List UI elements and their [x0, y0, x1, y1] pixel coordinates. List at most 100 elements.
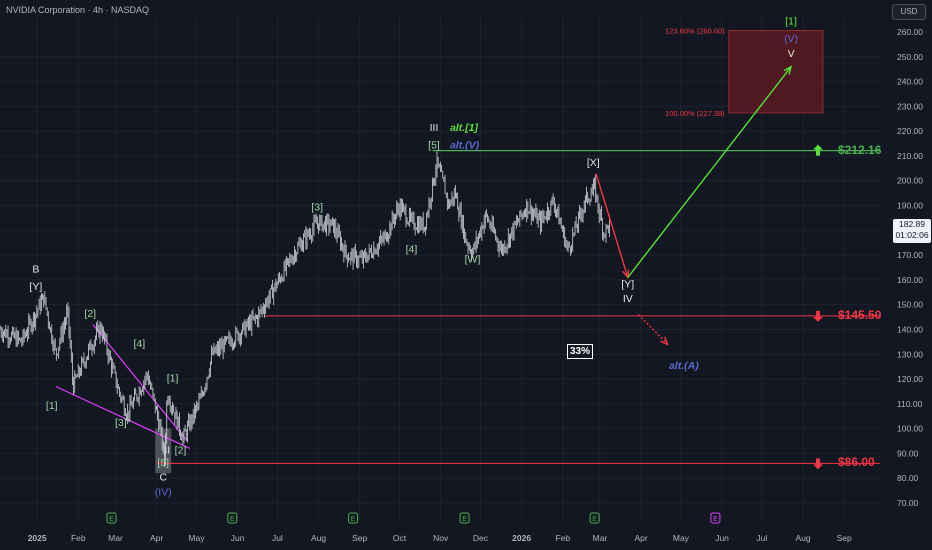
x-tick-label: Aug — [311, 533, 326, 543]
level-label-145: $145.50 — [838, 307, 882, 322]
x-tick-label: Jul — [272, 533, 283, 543]
wave-label: alt.(V) — [450, 140, 480, 152]
fib-labels: 123.60% (260.60) 100.00% (227.38) — [665, 27, 725, 118]
projection-line — [627, 66, 792, 278]
wedge-lines — [55, 324, 191, 450]
y-tick-label: 100.00 — [897, 424, 923, 434]
wave-label: [Y] — [29, 281, 42, 293]
wave-label: [4] — [134, 338, 146, 350]
projection-arrowhead — [783, 65, 793, 75]
last-price-value: 182.89 — [899, 219, 925, 229]
x-tick-label: Feb — [555, 533, 570, 543]
y-tick-label: 160.00 — [897, 275, 923, 285]
y-axis-panel — [882, 0, 932, 550]
y-tick-label: 80.00 — [897, 473, 919, 483]
wave-label: [5] — [428, 140, 440, 152]
x-tick-label: Mar — [108, 533, 123, 543]
chart-title: NVIDIA Corporation · 4h · NASDAQ — [6, 5, 150, 15]
x-axis: 2025 Feb Mar Apr May Jun Jul Aug Sep Oct Nov Dec 202… — [28, 533, 852, 543]
wave-label: II — [164, 444, 170, 456]
y-tick-label: 120.00 — [897, 374, 923, 384]
earnings-marker-text: E — [713, 516, 718, 523]
earnings-marker-box — [348, 512, 359, 524]
zone-boxes — [155, 30, 824, 474]
x-tick-label: May — [673, 533, 690, 543]
projection-line — [637, 314, 669, 345]
wave-label: [1] — [46, 400, 58, 412]
x-tick-label: Sep — [837, 533, 852, 543]
y-tick-label: 250.00 — [897, 52, 923, 62]
wave-label: (V) — [784, 33, 798, 45]
earnings-marker-text: E — [109, 516, 114, 523]
earnings-marker-text: E — [592, 516, 597, 523]
wave-label: IV — [623, 293, 633, 305]
wave-label: [1] — [167, 373, 179, 385]
wave-label: [1] — [785, 16, 797, 28]
x-tick-label: Jul — [756, 533, 767, 543]
earnings-marker-box — [589, 512, 600, 524]
currency-button[interactable]: USD — [892, 4, 926, 20]
earnings-marker-box — [710, 512, 721, 524]
x-tick-label: May — [188, 533, 205, 543]
wave-label: III — [430, 122, 439, 134]
wedge-line — [55, 385, 191, 450]
earnings-marker-box — [459, 512, 470, 524]
wave-label: [Y] — [621, 278, 634, 290]
wave-label: [4] — [406, 244, 418, 256]
y-tick-label: 140.00 — [897, 324, 923, 334]
earnings-marker-box — [106, 512, 117, 524]
y-tick-label: 230.00 — [897, 101, 923, 111]
wave-label: C — [159, 472, 167, 484]
x-tick-label: Aug — [795, 533, 810, 543]
earnings-marker-text: E — [351, 516, 356, 523]
earnings-marker-text: E — [462, 516, 467, 523]
y-tick-label: 260.00 — [897, 27, 923, 37]
level-label-86: $86.00 — [838, 455, 875, 470]
x-tick-label: 2025 — [28, 533, 47, 543]
x-tick-label: Nov — [433, 533, 449, 543]
x-tick-label: Jun — [231, 533, 245, 543]
x-tick-label: Dec — [473, 533, 489, 543]
projection-line — [595, 173, 629, 278]
x-tick-label: Mar — [593, 533, 608, 543]
y-tick-label: 110.00 — [897, 399, 923, 409]
x-tick-label: Sep — [352, 533, 367, 543]
wave-label: V — [788, 48, 795, 60]
wedge-line — [92, 324, 188, 442]
level-label-212: $212.16 — [838, 142, 882, 157]
level-arrow-icon — [813, 310, 823, 322]
y-tick-label: 220.00 — [897, 126, 923, 136]
wave-label: [3] — [311, 201, 323, 213]
probability-badge: 33% — [567, 344, 594, 359]
wave-label: [5] — [157, 457, 169, 469]
fib-top-label: 123.60% (260.60) — [665, 27, 725, 36]
x-tick-label: 2026 — [512, 533, 531, 543]
level-lines — [156, 149, 880, 464]
wave-label: [X] — [587, 157, 600, 169]
y-tick-label: 190.00 — [897, 201, 923, 211]
x-tick-label: Apr — [634, 533, 647, 543]
x-tick-label: Feb — [71, 533, 86, 543]
y-tick-label: 210.00 — [897, 151, 923, 161]
fib-bottom-label: 100.00% (227.38) — [665, 109, 725, 118]
wave-label: [3] — [115, 417, 127, 429]
y-tick-label: 240.00 — [897, 77, 923, 87]
wave-label: [2] — [175, 444, 187, 456]
projection-arrowhead — [659, 336, 669, 346]
level-arrow-icon — [813, 458, 823, 470]
wave-labels: B[Y][1][2][3][4][1][2]II[5]C(IV)[3][4]II… — [29, 16, 798, 499]
y-tick-label: 130.00 — [897, 349, 923, 359]
earnings-marker-text: E — [230, 516, 235, 523]
y-tick-label: 200.00 — [897, 176, 923, 186]
last-price-tag: 182.89 01:02:06 — [893, 219, 931, 243]
wave-label: (IV) — [155, 487, 172, 499]
y-tick-label: 170.00 — [897, 250, 923, 260]
y-tick-label: 70.00 — [897, 498, 919, 508]
y-tick-label: 90.00 — [897, 448, 919, 458]
y-axis: 70.00 80.00 90.00 100.00 110.00 120.00 130.00 1… — [882, 0, 932, 550]
wave-label: [W] — [465, 254, 481, 266]
countdown-timer: 01:02:06 — [895, 230, 929, 240]
wave-label: [2] — [84, 308, 96, 320]
